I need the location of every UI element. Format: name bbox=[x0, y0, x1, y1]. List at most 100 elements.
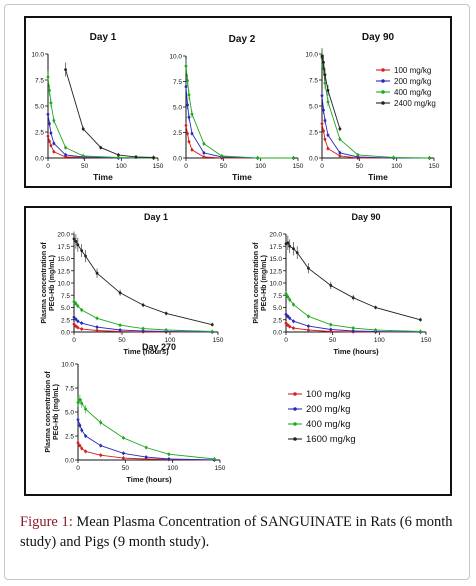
data-point bbox=[338, 137, 342, 141]
data-point bbox=[84, 434, 87, 438]
pigs-legend: 100 mg/kg 200 mg/kg 400 mg/kg 1600 mg/kg bbox=[288, 389, 356, 445]
x-tick-label: 50 bbox=[220, 163, 228, 170]
y-tick-label: 12.5 bbox=[57, 268, 70, 275]
data-point bbox=[190, 132, 194, 135]
y-tick-label: 10.0 bbox=[61, 362, 74, 369]
data-point bbox=[49, 131, 53, 135]
x-axis-label: Time bbox=[232, 172, 252, 182]
chart-title: Day 2 bbox=[229, 34, 256, 45]
y-tick-label: 7.5 bbox=[61, 293, 70, 300]
y-tick-label: 5.0 bbox=[309, 104, 318, 111]
data-point bbox=[167, 457, 171, 461]
data-point bbox=[164, 328, 168, 332]
data-point bbox=[356, 153, 360, 157]
data-point bbox=[141, 327, 145, 330]
y-axis-label-line: Plasma concentration of bbox=[253, 242, 260, 324]
data-point bbox=[326, 133, 330, 137]
x-axis-label: Time bbox=[368, 172, 388, 182]
data-point bbox=[78, 424, 82, 427]
data-point bbox=[118, 328, 122, 332]
data-point bbox=[117, 156, 120, 159]
data-point bbox=[286, 295, 290, 299]
y-tick-label: 10.0 bbox=[305, 52, 318, 59]
data-point bbox=[338, 127, 342, 131]
data-point bbox=[419, 318, 422, 322]
data-point bbox=[76, 319, 80, 323]
y-tick-label: 0.0 bbox=[309, 156, 318, 163]
data-point bbox=[84, 254, 87, 258]
figure-frame bbox=[4, 4, 470, 580]
data-point bbox=[419, 330, 422, 333]
data-point bbox=[374, 306, 377, 309]
y-tick-label: 0.0 bbox=[65, 458, 74, 465]
data-point bbox=[76, 441, 80, 445]
x-tick-label: 50 bbox=[81, 163, 89, 170]
data-point bbox=[295, 251, 299, 255]
data-point bbox=[351, 326, 355, 330]
data-point bbox=[64, 155, 67, 159]
data-point bbox=[320, 122, 324, 126]
series-line bbox=[73, 238, 213, 326]
chart-title: Day 1 bbox=[144, 212, 168, 222]
y-tick-label: 2.5 bbox=[35, 130, 44, 137]
y-axis-label-line: PEG-Hb (mg/mL) bbox=[49, 255, 56, 311]
data-point bbox=[134, 155, 138, 159]
data-point bbox=[76, 401, 80, 404]
y-axis-label: Plasma concentration ofPEG-Hb (mg/mL) bbox=[45, 371, 60, 453]
y-tick-label: 2.5 bbox=[173, 130, 182, 137]
data-point bbox=[164, 311, 168, 315]
data-point bbox=[99, 444, 103, 447]
y-tick-label: 2.5 bbox=[65, 434, 74, 441]
data-point bbox=[210, 323, 214, 327]
x-tick-label: 150 bbox=[213, 337, 224, 344]
data-point bbox=[46, 112, 50, 116]
x-tick-label: 100 bbox=[167, 465, 178, 472]
x-tick-label: 50 bbox=[118, 337, 126, 344]
data-point bbox=[284, 321, 288, 325]
legend-swatch-marker bbox=[381, 90, 385, 94]
data-point bbox=[64, 68, 67, 71]
y-tick-label: 2.5 bbox=[273, 317, 282, 324]
x-tick-label: 100 bbox=[255, 163, 266, 170]
data-point bbox=[141, 303, 145, 307]
data-point bbox=[329, 284, 333, 287]
legend-label: 400 mg/kg bbox=[306, 419, 350, 430]
x-tick-label: 0 bbox=[284, 337, 288, 344]
series-line bbox=[185, 125, 294, 159]
y-axis-label-line: Plasma concentration of bbox=[41, 242, 48, 324]
y-tick-label: 10.0 bbox=[57, 281, 70, 288]
data-point bbox=[80, 308, 84, 312]
legend-label: 400 mg/kg bbox=[394, 88, 431, 97]
y-tick-label: 20.0 bbox=[57, 232, 70, 239]
chart-title: Day 90 bbox=[351, 212, 380, 222]
x-tick-label: 100 bbox=[165, 337, 176, 344]
data-point bbox=[152, 156, 155, 159]
data-point bbox=[80, 249, 84, 253]
caption-text: Mean Plasma Concentration of SANGUINATE … bbox=[20, 514, 453, 550]
chart-1: Day 2 0.0 2.5 5.0 7.5 10.0 0 50 100 150 Time bbox=[169, 34, 303, 182]
data-point bbox=[356, 155, 360, 159]
y-tick-label: 5.0 bbox=[65, 410, 74, 417]
data-point bbox=[351, 329, 355, 333]
y-tick-label: 5.0 bbox=[173, 105, 182, 112]
data-point bbox=[329, 328, 333, 331]
chart-0: Day 1 0.0 2.5 5.0 7.5 10.0 0 50 100 150 Time bbox=[31, 32, 163, 182]
data-point bbox=[99, 421, 103, 424]
y-tick-label: 2.5 bbox=[61, 317, 70, 324]
y-tick-label: 0.0 bbox=[173, 156, 182, 163]
legend-swatch-marker bbox=[381, 79, 385, 83]
data-point bbox=[46, 75, 50, 79]
chart-4: Day 90 0.0 2.5 5.0 7.5 10.0 12.5 15.0 17.5 20.0 0 5… bbox=[253, 212, 432, 356]
data-point bbox=[326, 100, 330, 104]
data-point bbox=[141, 329, 145, 333]
data-point bbox=[284, 312, 288, 316]
x-tick-label: 50 bbox=[329, 337, 337, 344]
y-axis-label-line: PEG-Hb (mg/mL) bbox=[53, 384, 60, 440]
data-point bbox=[307, 328, 310, 332]
x-tick-label: 150 bbox=[293, 163, 304, 170]
x-tick-label: 100 bbox=[116, 163, 127, 170]
y-tick-label: 7.5 bbox=[309, 78, 318, 85]
data-point bbox=[76, 418, 80, 422]
figure-caption: Figure 1: Mean Plasma Concentration of S… bbox=[20, 512, 460, 552]
series-line bbox=[77, 419, 215, 461]
